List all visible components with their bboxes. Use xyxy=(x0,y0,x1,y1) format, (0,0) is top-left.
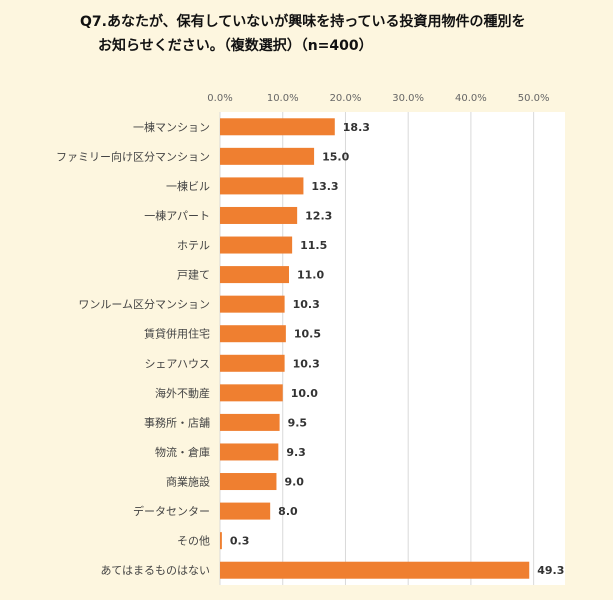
category-label: 一棟アパート xyxy=(144,208,210,222)
data-label: 12.3 xyxy=(305,209,332,222)
bar xyxy=(220,325,286,343)
data-label: 13.3 xyxy=(311,180,338,193)
bar xyxy=(220,532,222,550)
bar xyxy=(220,266,289,284)
category-label: 商業施設 xyxy=(166,475,210,489)
category-label: その他 xyxy=(177,535,210,548)
chart-title: Q7.あなたが、保有していないが興味を持っている投資用物件の種別を お知らせくだ… xyxy=(80,10,600,58)
x-tick-label: 10.0% xyxy=(267,93,299,104)
category-label: 戸建て xyxy=(177,268,210,282)
x-tick-label: 50.0% xyxy=(518,93,550,104)
bar xyxy=(220,384,283,402)
bar xyxy=(220,502,271,520)
data-label: 11.5 xyxy=(300,239,327,252)
category-label: あてはまるものはない xyxy=(100,564,210,577)
data-label: 8.0 xyxy=(278,505,298,518)
x-tick-label: 30.0% xyxy=(392,93,424,104)
category-label: ワンルーム区分マンション xyxy=(78,298,210,311)
data-label: 10.3 xyxy=(293,357,320,370)
category-label: 物流・倉庫 xyxy=(155,445,210,459)
category-label: 賃貸併用住宅 xyxy=(144,327,210,341)
bar xyxy=(220,236,293,254)
data-label: 9.5 xyxy=(288,416,308,429)
bar xyxy=(220,354,285,372)
category-label: 一棟ビル xyxy=(166,179,210,193)
bar xyxy=(220,295,285,313)
bar xyxy=(220,206,298,224)
bar xyxy=(220,443,279,461)
data-label: 18.3 xyxy=(343,121,370,134)
bar xyxy=(220,118,335,136)
category-label: 一棟マンション xyxy=(133,120,210,134)
data-label: 11.0 xyxy=(297,269,324,282)
category-label: データセンター xyxy=(133,504,210,518)
bar xyxy=(220,561,530,579)
data-label: 10.3 xyxy=(293,298,320,311)
data-label: 49.3 xyxy=(537,564,564,577)
data-label: 10.5 xyxy=(294,328,321,341)
category-label: 海外不動産 xyxy=(155,386,210,400)
data-label: 9.3 xyxy=(286,446,306,459)
data-label: 0.3 xyxy=(230,535,250,548)
data-label: 15.0 xyxy=(322,150,349,163)
bar xyxy=(220,413,280,431)
x-tick-label: 0.0% xyxy=(207,93,232,104)
chart-title-line1: Q7.あなたが、保有していないが興味を持っている投資用物件の種別を xyxy=(80,14,526,30)
chart-title-line2: お知らせください。（複数選択）（n=400） xyxy=(98,38,373,54)
category-label: シェアハウス xyxy=(144,357,210,370)
bar xyxy=(220,147,315,165)
bar xyxy=(220,473,277,491)
data-label: 9.0 xyxy=(284,476,304,489)
data-label: 10.0 xyxy=(291,387,318,400)
bar xyxy=(220,177,304,195)
category-label: ホテル xyxy=(177,239,210,252)
category-label: 事務所・店舗 xyxy=(144,415,210,429)
category-label: ファミリー向け区分マンション xyxy=(56,149,210,163)
x-tick-label: 40.0% xyxy=(455,93,487,104)
x-tick-label: 20.0% xyxy=(330,93,362,104)
